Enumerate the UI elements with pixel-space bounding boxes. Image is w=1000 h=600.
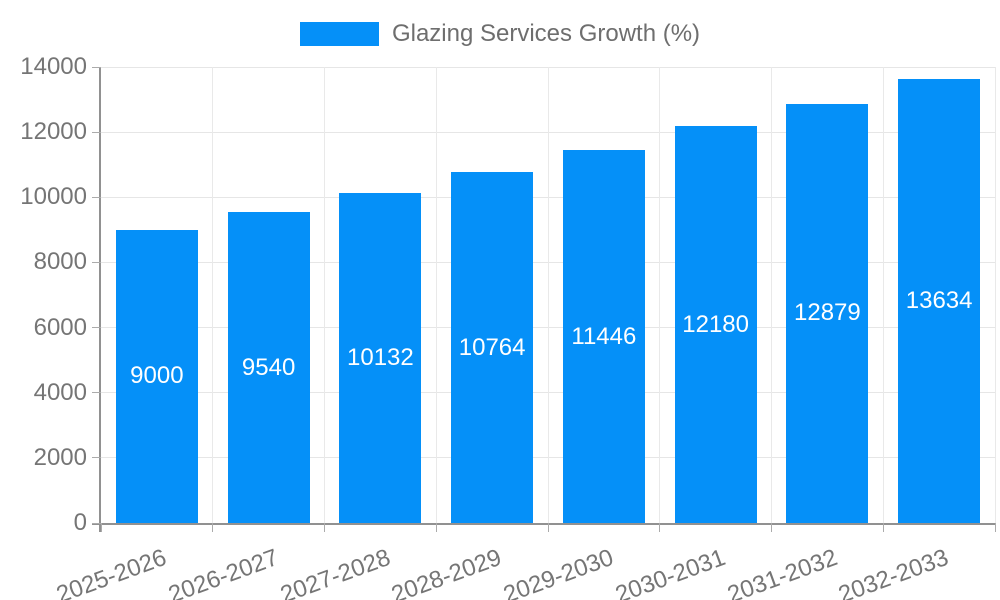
bar[interactable] [115, 229, 198, 523]
x-tick-mark [435, 523, 437, 532]
x-tick-mark [994, 523, 996, 532]
legend[interactable]: Glazing Services Growth (%) [0, 20, 1000, 48]
bar-value-label: 9000 [130, 362, 184, 390]
gridline-vertical [435, 67, 437, 523]
y-tick-mark [92, 457, 101, 459]
y-tick-mark [92, 261, 101, 263]
bar[interactable] [674, 126, 757, 523]
bar[interactable] [786, 103, 869, 523]
x-tick-mark [882, 523, 884, 532]
y-axis-tick-label: 12000 [20, 118, 87, 146]
x-tick-mark [100, 523, 102, 532]
legend-swatch[interactable] [299, 22, 379, 46]
x-tick-mark [324, 523, 325, 532]
gridline-vertical [994, 67, 996, 523]
legend-label[interactable]: Glazing Services Growth (%) [391, 20, 701, 47]
y-axis-tick-label: 2000 [33, 443, 87, 471]
x-tick-mark [771, 523, 772, 532]
bar-value-label: 12180 [682, 310, 749, 338]
bar-value-label: 10132 [347, 343, 414, 371]
y-axis-tick-label: 10000 [20, 183, 87, 211]
x-axis-label: 2031-2032 [723, 544, 841, 600]
x-tick-mark [659, 523, 661, 532]
y-axis-tick-label: 6000 [33, 313, 87, 341]
gridline-vertical [324, 67, 325, 523]
y-tick-mark [92, 327, 101, 329]
plot-area: 0 2000 4000 6000 8000 10000 12000 14000 9000 2025… [20, 53, 996, 600]
bar-value-label: 10764 [458, 333, 526, 361]
x-axis-label: 2027-2028 [276, 544, 394, 600]
x-axis-label: 2032-2033 [835, 544, 953, 600]
x-axis-label: 2029-2030 [500, 544, 618, 600]
gridline-vertical [771, 67, 772, 523]
x-axis-label: 2025-2026 [53, 544, 171, 600]
y-axis-line [99, 67, 101, 532]
bar-value-label: 11446 [571, 322, 637, 350]
bar-value-label: 13634 [905, 286, 973, 314]
gridline-vertical [882, 67, 884, 523]
gridline-vertical [547, 67, 549, 523]
y-tick-mark [92, 392, 101, 394]
y-axis-tick-label: 8000 [33, 248, 87, 276]
y-tick-mark [92, 131, 101, 133]
y-tick-mark [92, 66, 101, 68]
y-tick-mark [92, 196, 101, 198]
bar-value-label: 9540 [241, 353, 296, 381]
bar[interactable] [451, 172, 534, 523]
x-axis-line [92, 523, 995, 525]
x-axis-label: 2028-2029 [388, 544, 506, 600]
gridline-vertical [659, 67, 661, 523]
bar[interactable] [898, 78, 981, 523]
bar[interactable] [562, 150, 645, 523]
bar-value-label: 12879 [794, 299, 861, 327]
y-axis-tick-label: 14000 [20, 53, 87, 80]
y-tick-mark [92, 522, 101, 524]
x-tick-mark [212, 523, 214, 532]
bar[interactable] [227, 212, 310, 523]
x-axis-label: 2030-2031 [611, 544, 729, 600]
bar[interactable] [339, 192, 422, 523]
x-axis-label: 2026-2027 [164, 544, 282, 600]
y-axis-tick-label: 4000 [33, 378, 87, 406]
y-axis-tick-label: 0 [73, 509, 87, 536]
gridline-vertical [212, 67, 214, 523]
x-tick-mark [547, 523, 549, 532]
